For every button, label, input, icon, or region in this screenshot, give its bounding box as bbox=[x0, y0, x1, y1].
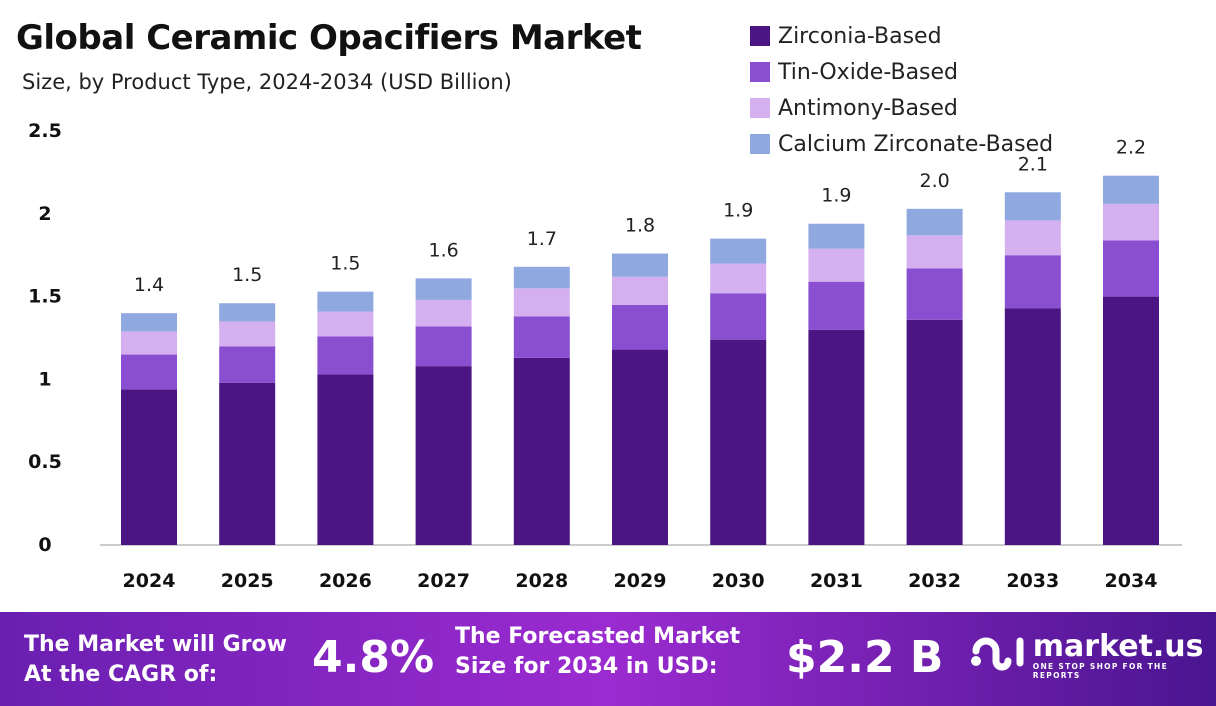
y-tick-label: 0.5 bbox=[28, 451, 62, 473]
forecast-value: $2.2 B bbox=[786, 632, 944, 683]
x-tick-label: 2027 bbox=[417, 570, 470, 592]
chart-title: Global Ceramic Opacifiers Market bbox=[16, 18, 642, 58]
bar-segment bbox=[906, 319, 963, 545]
bar-segment bbox=[513, 288, 570, 317]
y-tick-label: 0 bbox=[38, 534, 51, 556]
bar-segment bbox=[415, 326, 472, 367]
legend-label: Tin-Oxide-Based bbox=[778, 59, 959, 85]
total-label: 1.8 bbox=[625, 215, 655, 237]
market-us-logo: market.us ONE STOP SHOP FOR THE REPORTS bbox=[968, 632, 1216, 680]
legend-label: Calcium Zirconate-Based bbox=[778, 131, 1054, 157]
bar-segment bbox=[612, 253, 668, 277]
forecast-label: The Forecasted Market Size for 2034 in US… bbox=[455, 624, 741, 679]
logo-tagline: ONE STOP SHOP FOR THE REPORTS bbox=[1032, 662, 1169, 680]
bar-segment bbox=[808, 281, 865, 330]
total-label: 1.4 bbox=[134, 274, 164, 296]
x-tick-label: 2029 bbox=[614, 570, 667, 592]
x-tick-label: 2031 bbox=[810, 570, 863, 592]
total-label: 1.7 bbox=[527, 228, 557, 250]
total-label: 1.9 bbox=[723, 200, 753, 222]
x-tick-label: 2032 bbox=[908, 570, 961, 592]
bar-segment bbox=[1103, 175, 1159, 204]
bar-segment bbox=[612, 276, 668, 305]
legend-swatch bbox=[750, 134, 770, 154]
legend-label: Antimony-Based bbox=[778, 95, 958, 121]
x-tick-label: 2028 bbox=[515, 570, 568, 592]
bar-segment bbox=[415, 299, 472, 327]
legend-item: Antimony-Based bbox=[750, 90, 1053, 126]
logo-icon bbox=[971, 637, 1024, 671]
bar-segment bbox=[513, 266, 570, 289]
x-tick-label: 2025 bbox=[221, 570, 274, 592]
bar-segment bbox=[121, 389, 177, 545]
bar-segment bbox=[710, 339, 767, 545]
bar-segment bbox=[906, 235, 963, 269]
bar-segment bbox=[219, 382, 276, 545]
summary-banner: The Market will Grow At the CAGR of: 4.8%… bbox=[0, 612, 1216, 706]
bar-segment bbox=[906, 268, 963, 320]
legend: Zirconia-Based Tin-Oxide-Based Antimony-… bbox=[750, 18, 1053, 162]
x-tick-label: 2024 bbox=[123, 570, 176, 592]
legend-swatch bbox=[750, 98, 770, 118]
bar-segment bbox=[415, 278, 472, 300]
x-tick-label: 2034 bbox=[1105, 570, 1158, 592]
legend-swatch bbox=[750, 62, 770, 82]
bar-segment bbox=[710, 238, 767, 264]
bar-segment bbox=[612, 349, 668, 545]
legend-label: Zirconia-Based bbox=[778, 23, 942, 49]
bar-segment bbox=[808, 329, 865, 545]
bar-segment bbox=[317, 311, 374, 337]
bar-segment bbox=[1004, 308, 1061, 545]
x-tick-label: 2030 bbox=[712, 570, 765, 592]
bar-segment bbox=[612, 304, 668, 350]
x-tick-label: 2026 bbox=[319, 570, 372, 592]
cagr-value: 4.8% bbox=[312, 632, 435, 683]
bar-segment bbox=[1103, 296, 1159, 545]
bar-segment bbox=[121, 313, 177, 332]
bar-segment bbox=[219, 303, 276, 322]
total-label: 2.1 bbox=[1018, 153, 1048, 175]
bar-segment bbox=[219, 346, 276, 383]
bar-segment bbox=[121, 354, 177, 390]
bar-segment bbox=[317, 374, 374, 545]
legend-swatch bbox=[750, 26, 770, 46]
bar-segment bbox=[808, 223, 865, 249]
bar-segment bbox=[317, 336, 374, 375]
y-tick-label: 2 bbox=[38, 203, 51, 225]
legend-item: Calcium Zirconate-Based bbox=[750, 126, 1053, 162]
y-tick-label: 2.5 bbox=[28, 120, 62, 142]
x-tick-label: 2033 bbox=[1006, 570, 1059, 592]
total-label: 2.0 bbox=[919, 170, 949, 192]
bar-segment bbox=[1103, 240, 1159, 297]
y-tick-label: 1.5 bbox=[28, 286, 62, 308]
chart: 0 0.5 1 1.5 2 2.5 1.4 2024 1.5 2025 1.5 2026 1.6 2027… bbox=[28, 120, 1182, 592]
bar-segment bbox=[415, 366, 472, 545]
total-label: 2.2 bbox=[1116, 137, 1146, 159]
bar-segment bbox=[317, 291, 374, 312]
total-label: 1.5 bbox=[330, 253, 360, 275]
legend-item: Zirconia-Based bbox=[750, 18, 1053, 54]
bar-segment bbox=[1004, 192, 1061, 221]
bar-segment bbox=[513, 357, 570, 545]
bar-segment bbox=[1004, 255, 1061, 309]
logo-name: market.us bbox=[1032, 629, 1204, 664]
total-label: 1.9 bbox=[821, 185, 851, 207]
y-tick-label: 1 bbox=[38, 368, 51, 390]
legend-item: Tin-Oxide-Based bbox=[750, 54, 1053, 90]
bar-segment bbox=[1103, 203, 1159, 241]
bar-segment bbox=[710, 263, 767, 294]
bar-segment bbox=[1004, 220, 1061, 256]
bar-segment bbox=[121, 331, 177, 355]
bar-segment bbox=[808, 248, 865, 282]
bar-segment bbox=[513, 316, 570, 358]
chart-subtitle: Size, by Product Type, 2024-2034 (USD Bi… bbox=[22, 70, 512, 94]
bar-segment bbox=[710, 293, 767, 340]
bar-segment bbox=[219, 321, 276, 347]
cagr-label: The Market will Grow At the CAGR of: bbox=[24, 632, 287, 687]
total-label: 1.6 bbox=[428, 239, 458, 261]
bar-segment bbox=[906, 208, 963, 236]
total-label: 1.5 bbox=[232, 264, 262, 286]
